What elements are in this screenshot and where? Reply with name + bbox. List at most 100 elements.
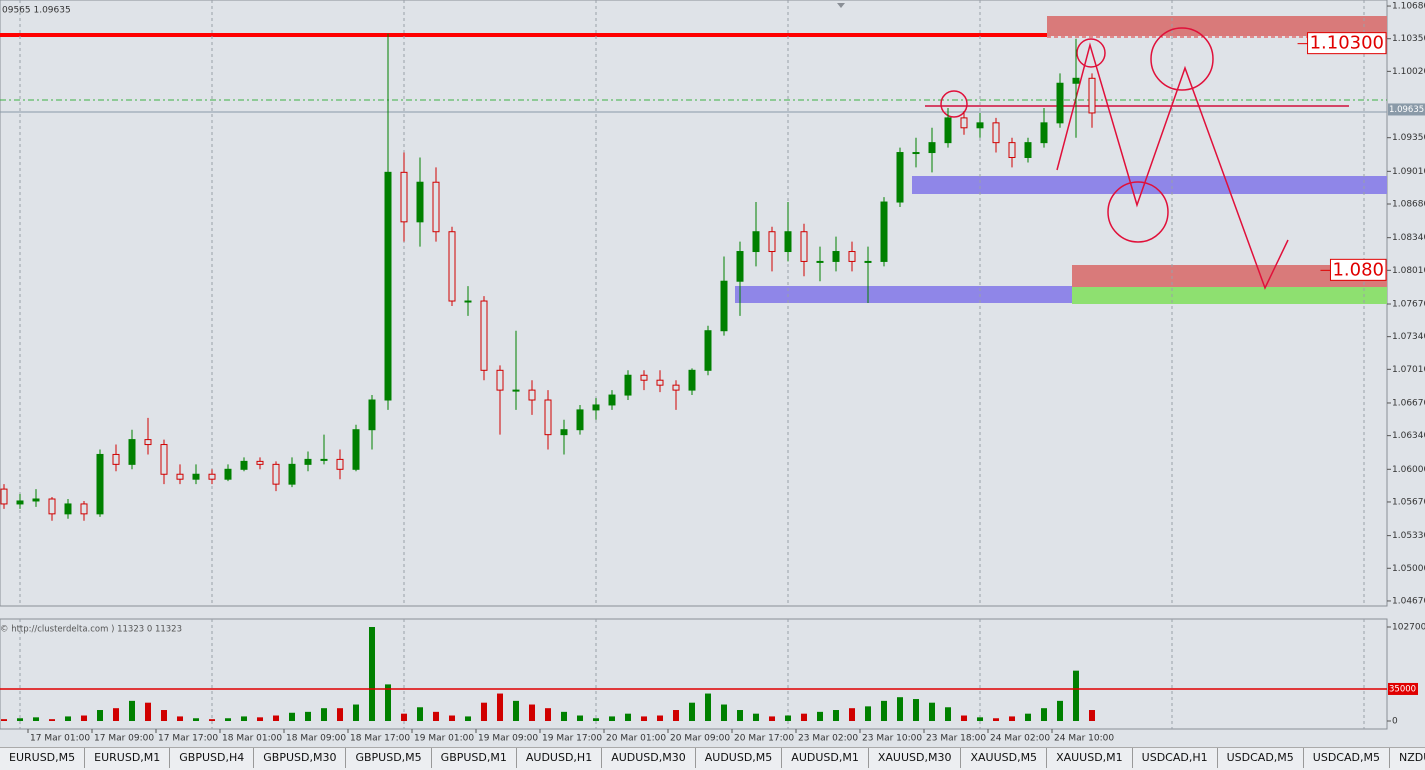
candle-body (16, 500, 24, 505)
x-tick-label: 23 Mar 02:00 (798, 734, 858, 744)
x-tick-label: 19 Mar 09:00 (478, 734, 538, 744)
volume-bar (753, 713, 759, 721)
candle-body (784, 231, 792, 253)
candle-body (80, 503, 88, 515)
y-tick-label: 102700 (1392, 623, 1425, 633)
candle-body (720, 280, 728, 332)
volume-bar (49, 719, 55, 721)
y-tick-label: 1.10680 (1392, 2, 1425, 12)
x-tick-label: 20 Mar 01:00 (606, 734, 666, 744)
candle-body (864, 260, 872, 263)
volume-bar (161, 710, 167, 721)
volume-bar (545, 708, 551, 721)
volume-bar (65, 716, 71, 721)
target-zone (1072, 265, 1387, 287)
volume-bar (913, 699, 919, 721)
x-tick-label: 18 Mar 09:00 (286, 734, 346, 744)
shift-marker (837, 3, 845, 8)
candle-body (752, 231, 760, 253)
candle-body (960, 117, 968, 129)
volume-bar (177, 716, 183, 721)
volume-bar (417, 707, 423, 721)
candle-body (192, 473, 200, 480)
resistance-zone (1047, 16, 1387, 36)
chart-tab[interactable]: GBPUSD,M30 (254, 748, 347, 768)
volume-bar (561, 711, 567, 721)
chart-tab[interactable]: XAUUSD,M1 (1047, 748, 1133, 768)
volume-bar (449, 715, 455, 721)
chart-tab[interactable]: AUDUSD,M30 (602, 748, 696, 768)
candle-body (592, 404, 600, 411)
y-tick-label: 1.10020 (1392, 67, 1425, 77)
y-tick-label: 1.06670 (1392, 398, 1425, 408)
volume-bar (625, 713, 631, 721)
projection-path (1056, 42, 1289, 290)
volume-bar (705, 693, 711, 721)
volume-bar (33, 717, 39, 721)
candle-body (544, 399, 552, 436)
candle-body (912, 152, 920, 155)
chart-tab[interactable]: EURUSD,M5 (0, 748, 86, 768)
candle-body (832, 251, 840, 262)
chart-tab[interactable]: AUDUSD,M1 (782, 748, 869, 768)
support-zone (735, 286, 1072, 303)
x-tick-label: 19 Mar 01:00 (414, 734, 474, 744)
volume-bar (945, 707, 951, 721)
volume-bar (369, 627, 375, 721)
candle-body (448, 231, 456, 302)
volume-bar (673, 710, 679, 721)
volume-bar (929, 702, 935, 721)
level-box (1388, 682, 1418, 695)
volume-bar (593, 718, 599, 721)
x-tick-label: 20 Mar 09:00 (670, 734, 730, 744)
candle-body (112, 453, 120, 465)
x-tick-label: 23 Mar 18:00 (926, 734, 986, 744)
x-tick-label: 18 Mar 01:00 (222, 734, 282, 744)
volume-bar (209, 719, 215, 721)
y-tick-label: 1.07340 (1392, 332, 1425, 342)
volume-bar (577, 715, 583, 721)
candle-body (208, 473, 216, 480)
volume-bar (353, 704, 359, 721)
chart-tab[interactable]: USDCAD,H1 (1133, 748, 1218, 768)
candle-body (848, 251, 856, 262)
candle-body (688, 369, 696, 391)
volume-bar (273, 715, 279, 721)
chart-tab[interactable]: AUDUSD,M5 (696, 748, 783, 768)
candle-body (336, 458, 344, 470)
volume-bar (817, 711, 823, 721)
chart-tab[interactable]: AUDUSD,H1 (517, 748, 603, 768)
chart-tab[interactable]: NZDUSD,M15 (1390, 748, 1425, 768)
chart-tab[interactable]: GBPUSD,M5 (346, 748, 432, 768)
chart-tab[interactable]: USDCAD,M5 (1218, 748, 1304, 768)
volume-bar (481, 702, 487, 721)
chart-tab[interactable]: EURUSD,M1 (85, 748, 171, 768)
volume-bar (609, 716, 615, 721)
x-tick-label: 19 Mar 17:00 (542, 734, 602, 744)
y-tick-label: 1.09350 (1392, 133, 1425, 143)
candle-body (272, 463, 280, 485)
candle-body (640, 374, 648, 381)
volume-bar (961, 715, 967, 721)
candle-body (896, 152, 904, 203)
candle-body (128, 439, 136, 465)
volume-bar (801, 713, 807, 721)
candle-body (464, 300, 472, 303)
y-tick-label: 1.08010 (1392, 266, 1425, 276)
volume-bar (225, 718, 231, 721)
chart-tab[interactable]: USDCAD,M5 (1304, 748, 1390, 768)
candle-body (1008, 142, 1016, 158)
y-tick-label: 1.09010 (1392, 167, 1425, 177)
candle-body (1024, 142, 1032, 158)
candle-body (672, 384, 680, 391)
chart-tab[interactable]: GBPUSD,H4 (170, 748, 255, 768)
volume-bar (97, 710, 103, 721)
chart-tab[interactable]: GBPUSD,M1 (432, 748, 517, 768)
y-tick-label: 1.10350 (1392, 34, 1425, 44)
chart-tab[interactable]: XAUUSD,M5 (961, 748, 1048, 768)
candle-body (176, 473, 184, 480)
chart-tab[interactable]: XAUUSD,M30 (869, 748, 962, 768)
volume-bar (977, 717, 983, 721)
volume-bar (1073, 670, 1079, 721)
volume-bar (529, 704, 535, 721)
